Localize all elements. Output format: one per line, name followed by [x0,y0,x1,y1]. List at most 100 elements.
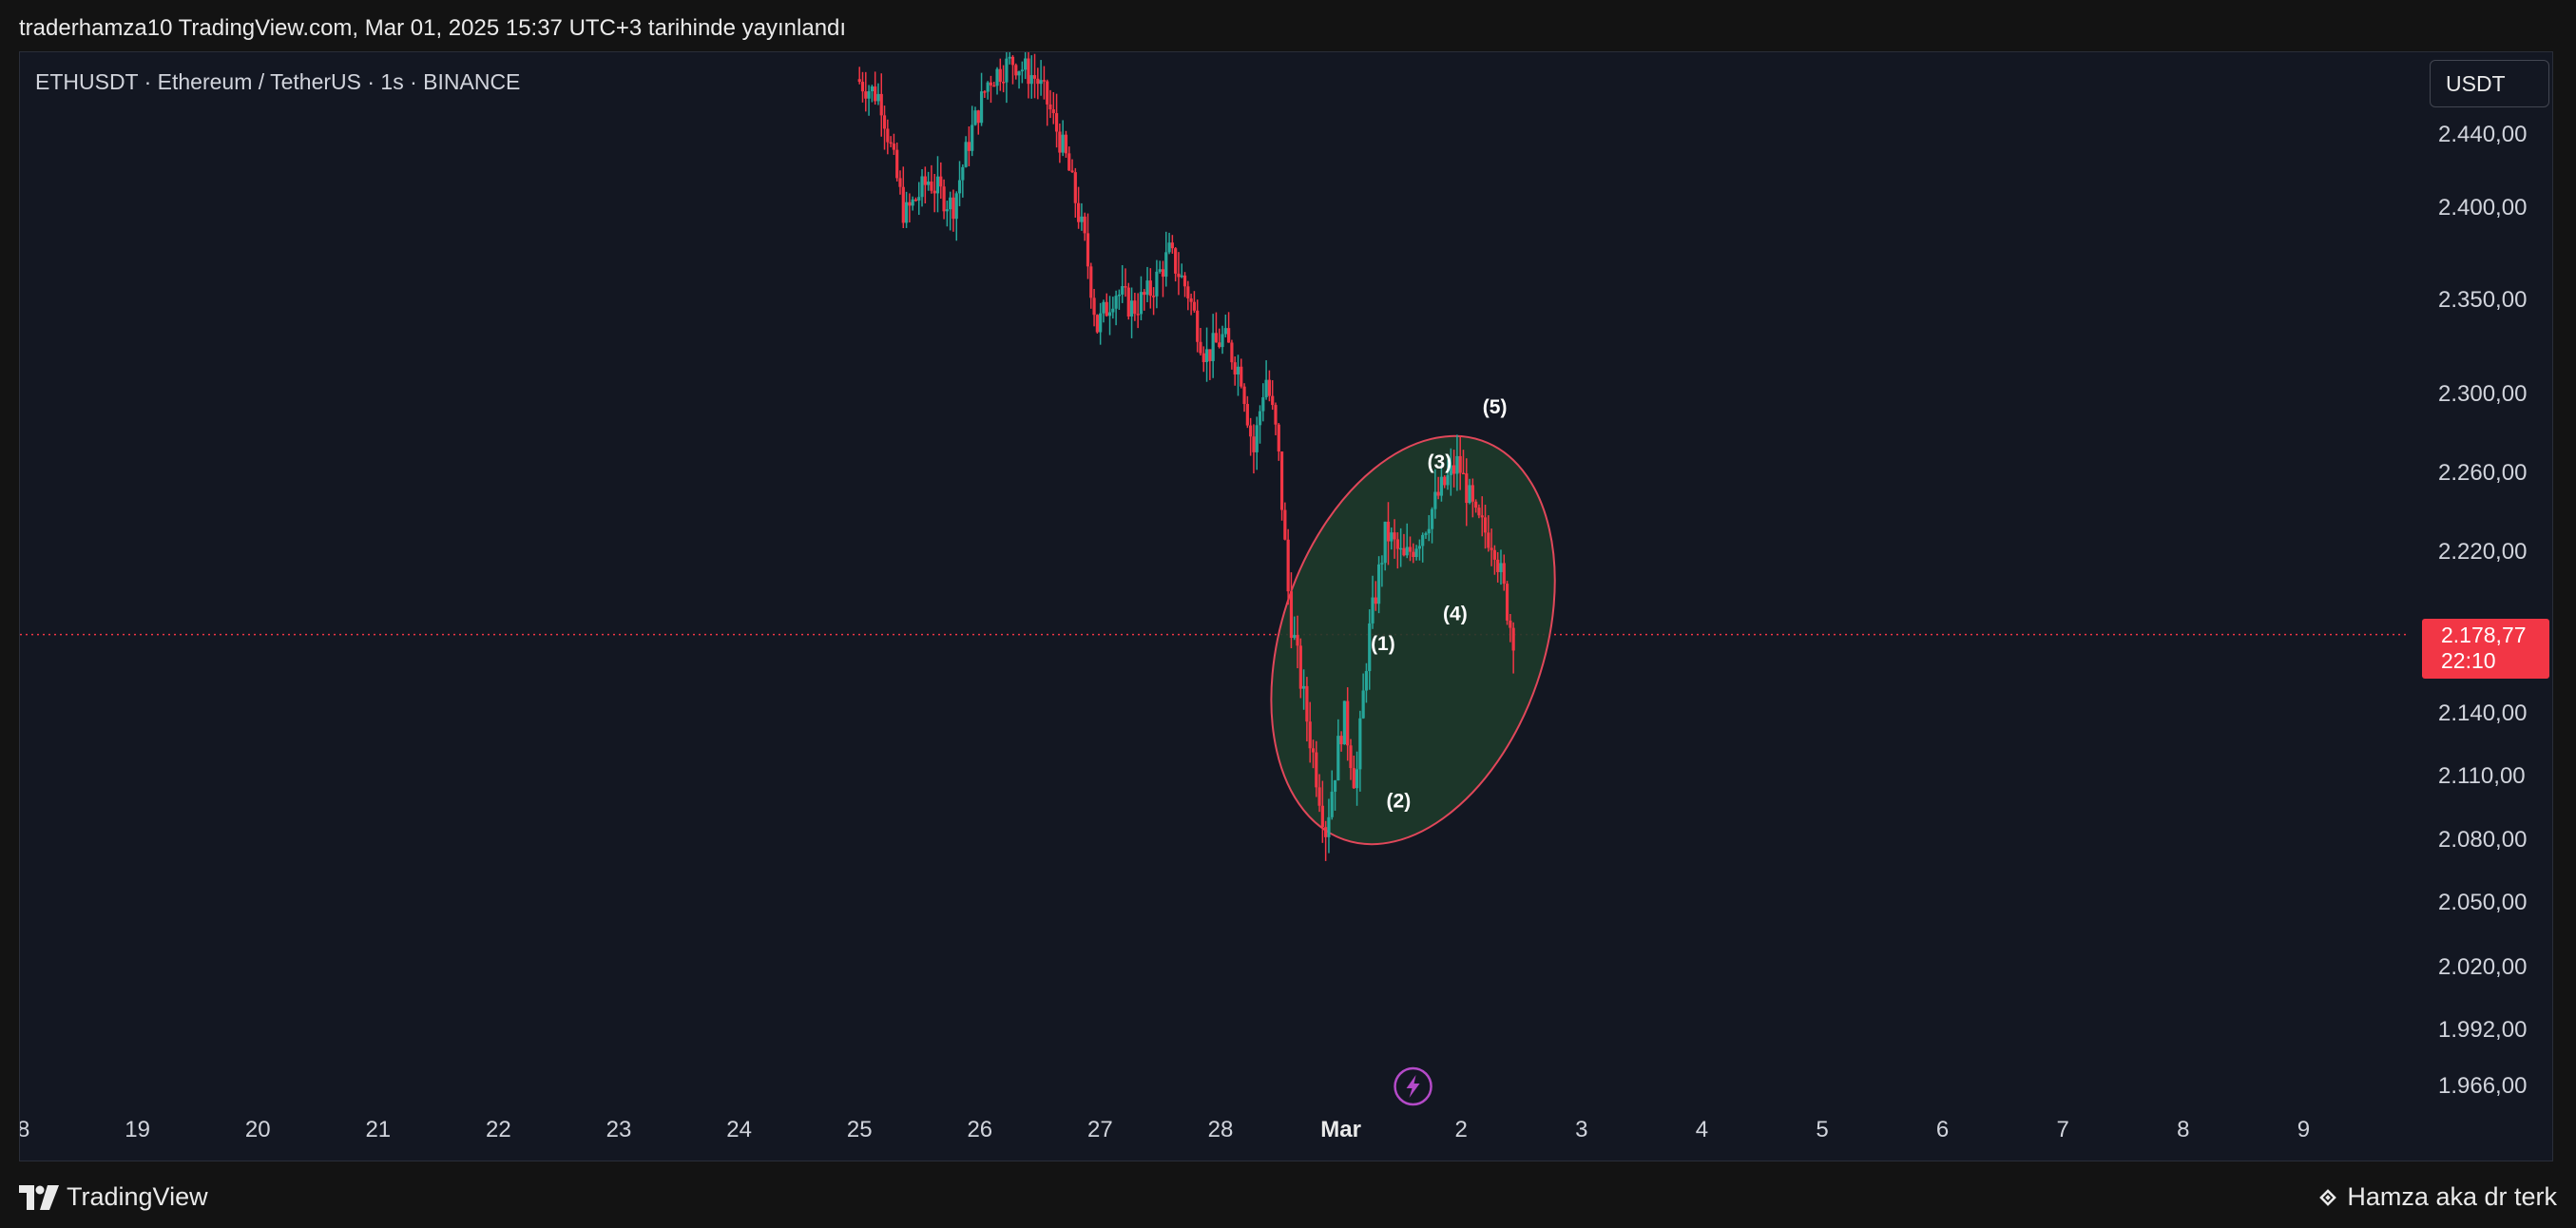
currency-button[interactable]: USDT [2430,60,2549,107]
price-tick-label: 2.440,00 [2438,122,2527,147]
time-tick-label: 25 [847,1117,873,1142]
candle [892,133,896,155]
candle [876,83,880,106]
candle [1208,349,1212,380]
author-credit[interactable]: Hamza aka dr terk [2315,1182,2557,1212]
candle-body [923,176,927,185]
candle [998,58,1002,91]
candle [1452,450,1456,488]
candle-body [971,125,974,151]
author-name: Hamza aka dr terk [2347,1182,2557,1211]
candle [1417,539,1421,561]
candle-body [1133,300,1137,315]
candle [949,191,952,231]
candle-body [1255,425,1259,452]
candle [1204,327,1209,382]
candle [1509,613,1512,643]
candle [1408,536,1413,562]
candle [908,193,912,223]
candle-body [1383,521,1387,564]
candle [1048,89,1052,119]
candle-body [1377,564,1381,604]
candle-body [939,176,943,187]
chart-pane[interactable]: (1) (2) (3) (4) (5) 2.440,00 2.400,00 2.350,00… [19,51,2553,1161]
brand-name: TradingView [67,1182,208,1211]
time-tick-label: 5 [1816,1117,1828,1142]
time-tick-label: 3 [1575,1117,1587,1142]
candle [957,161,962,206]
candle-body [979,91,984,124]
candle-body [1499,563,1503,572]
candle-body [1386,521,1391,542]
candle [971,106,974,157]
candle [1317,774,1321,813]
candle [967,125,971,166]
event-circle [1394,1066,1432,1106]
candle-body [1092,297,1096,316]
price-axis[interactable]: 2.440,00 2.400,00 2.350,00 2.300,00 2.260,00… [2438,122,2527,1099]
candle-body [911,199,914,206]
wave-label[interactable]: (5) [1483,396,1508,418]
candle-body [1027,58,1030,85]
time-tick-label: 19 [125,1117,150,1142]
symbol-legend[interactable]: ETHUSDT · Ethereum / TetherUS · 1s · BIN… [35,69,521,94]
candle-body [1480,515,1484,518]
time-tick-label: 24 [726,1117,752,1142]
candle [1036,67,1040,100]
candle [1267,370,1271,402]
candle-body [1424,533,1428,535]
candle-body [889,142,893,144]
candle [1042,66,1047,100]
price-chart[interactable]: (1) (2) (3) (4) (5) 2.440,00 2.400,00 2.350,00… [20,52,2553,1161]
candle-body [932,190,936,194]
candle [1046,79,1049,126]
candle-body [876,93,880,102]
candle-body [1174,248,1178,274]
wave-label[interactable]: (4) [1443,603,1468,624]
tradingview-brand[interactable]: TradingView [19,1182,208,1212]
candle [1393,519,1396,559]
candle-body [1170,242,1174,249]
flash-event-icon[interactable] [1394,1066,1432,1106]
candle [1020,61,1024,84]
candle-body [989,82,993,86]
candle-body [1196,310,1200,342]
candle-body [1014,65,1018,76]
candle-body [1468,485,1471,504]
wave-label[interactable]: (1) [1371,633,1395,655]
candle-body [1315,752,1318,788]
wave-label[interactable]: (3) [1428,451,1452,473]
candle-body [1211,333,1215,361]
wave-highlight-ellipse[interactable] [1221,398,1606,883]
candle [1174,246,1178,282]
candle [1092,288,1096,327]
candle [1126,282,1130,320]
candle-body [1121,286,1125,295]
candle-body [1324,827,1328,837]
candle [1058,123,1062,163]
candle [1136,293,1140,329]
candle-body [1089,266,1093,298]
candle [1302,669,1306,710]
candle-body [1417,546,1421,549]
candle [1086,213,1090,279]
candle-body [1274,405,1278,425]
candle-body [1117,294,1122,297]
candle-body [1143,292,1146,296]
candle-body [1167,242,1171,253]
time-axis[interactable]: 1819202122232425262728Mar23456789 [20,1117,2310,1142]
candle [1412,543,1415,564]
candle [986,81,990,100]
candle-body [1286,539,1290,592]
candle-body [1471,485,1474,502]
candle [1305,677,1309,742]
candle [1477,504,1481,519]
candle [1311,739,1316,769]
candle [1017,70,1021,89]
candle-body [1008,56,1011,59]
candle [1333,779,1337,811]
candle [901,166,905,228]
candle [1492,545,1496,575]
wave-label[interactable]: (2) [1387,791,1412,813]
candle [1148,268,1152,309]
